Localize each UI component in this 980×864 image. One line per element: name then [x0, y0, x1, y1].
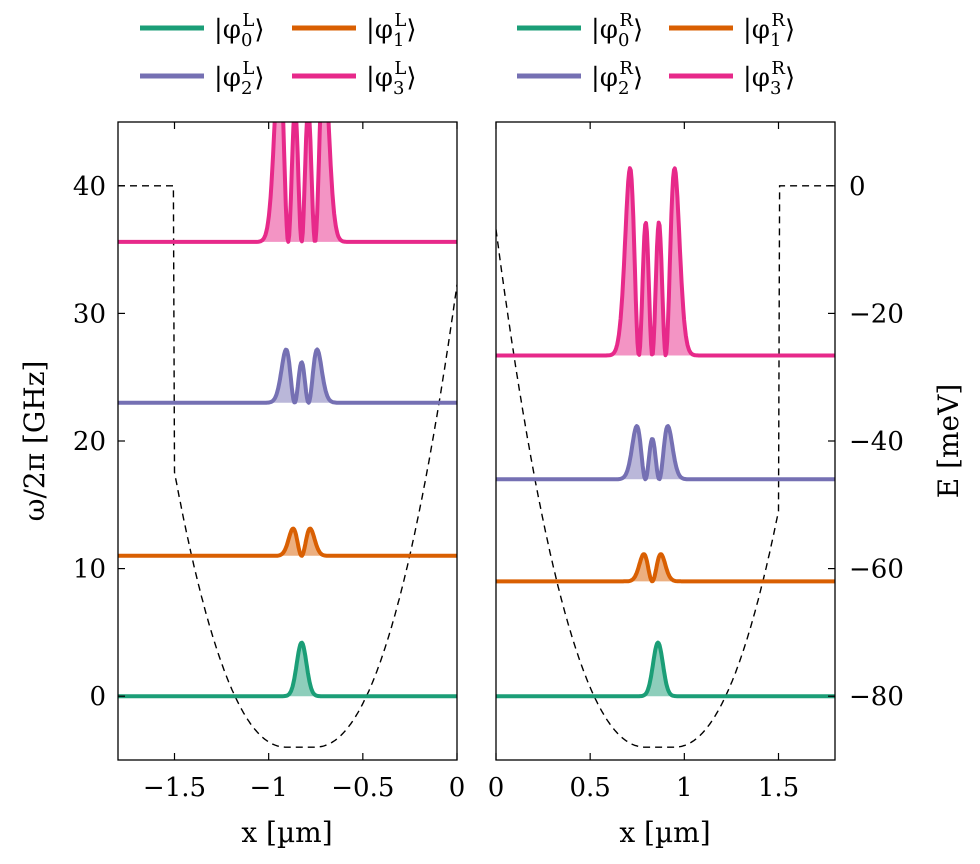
right-x-ticks: 0 0.5 1 1.5: [488, 122, 799, 803]
right-x-tick-label: 0.5: [569, 773, 610, 803]
left-potential-curve: [118, 185, 457, 748]
right-state-2-fill: [496, 426, 835, 480]
left-state-1-line: [118, 526, 457, 558]
left-y-tick-label: 10: [73, 555, 106, 585]
left-state-1-fill: [118, 528, 457, 556]
left-y-tick-label: 20: [73, 427, 106, 457]
left-legend-label-2: |φ2L⟩: [214, 58, 265, 99]
legend-right: |φ0R⟩ |φ1R⟩ |φ2R⟩ |φ3R⟩: [517, 10, 795, 99]
right-legend-label-3: |φ3R⟩: [743, 58, 795, 99]
right-plot-area: [496, 166, 835, 748]
left-y-tick-label: 0: [89, 682, 106, 712]
left-legend-label-3: |φ3L⟩: [366, 58, 417, 99]
right-x-tick-label: 1.5: [758, 773, 799, 803]
left-x-tick-label: −1: [250, 773, 288, 803]
right-potential-curve: [496, 185, 835, 748]
right-x-tick-label: 0: [488, 773, 505, 803]
right-y-axis-title: E [meV]: [932, 384, 965, 499]
right-legend-label-2: |φ2R⟩: [591, 58, 643, 99]
left-panel: −1.5 −1 −0.5 0 0 10 20 30 40 x [µm] ω/2π [GHz]: [18, 121, 465, 849]
right-state-1-line: [496, 552, 835, 584]
left-state-0-line: [118, 640, 457, 699]
right-state-0-line: [496, 640, 835, 699]
right-y-ticks: 0 −20 −40 −60 −80: [828, 172, 904, 712]
right-y-tick-label: −20: [849, 299, 904, 329]
right-legend-label-1: |φ1R⟩: [743, 10, 795, 51]
right-x-axis-title: x [µm]: [619, 816, 710, 849]
left-state-0-fill: [118, 642, 457, 697]
left-x-tick-label: −0.5: [331, 773, 394, 803]
right-state-3-line: [496, 166, 835, 358]
left-legend-label-1: |φ1L⟩: [366, 10, 417, 51]
right-x-tick-label: 1: [676, 773, 693, 803]
right-legend-label-0: |φ0R⟩: [591, 10, 643, 51]
left-x-tick-label: −1.5: [143, 773, 206, 803]
right-panel: 0 0.5 1 1.5 0 −20 −40 −60 −80 x [µm] E [meV]: [488, 121, 965, 849]
left-x-tick-label: 0: [449, 773, 466, 803]
left-plot-area: [118, 122, 457, 748]
right-y-tick-label: 0: [849, 172, 866, 202]
right-y-tick-label: −60: [849, 555, 904, 585]
left-y-tick-label: 40: [73, 172, 106, 202]
right-state-2-line: [496, 424, 835, 482]
left-y-axis-title: ω/2π [GHz]: [18, 361, 51, 522]
legend-left: |φ0L⟩ |φ1L⟩ |φ2L⟩ |φ3L⟩: [140, 10, 417, 99]
left-state-3-line: [118, 122, 457, 244]
left-x-ticks: −1.5 −1 −0.5 0: [143, 122, 465, 803]
left-y-ticks: 0 10 20 30 40: [73, 172, 125, 712]
left-y-tick-label: 30: [73, 299, 106, 329]
left-legend-label-0: |φ0L⟩: [214, 10, 265, 51]
left-state-2-fill: [118, 349, 457, 403]
right-y-tick-label: −40: [849, 427, 904, 457]
right-y-tick-label: −80: [849, 682, 904, 712]
left-state-2-line: [118, 347, 457, 405]
left-x-axis-title: x [µm]: [241, 816, 332, 849]
